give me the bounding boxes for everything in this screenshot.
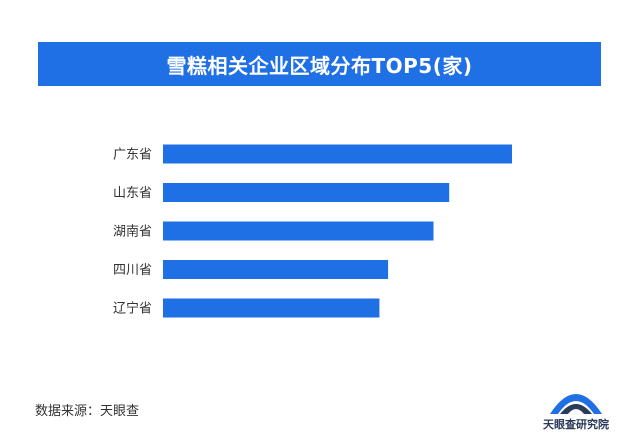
category-label-2: 山东省: [113, 186, 152, 201]
bar-1: [163, 144, 512, 164]
logo-arc-shape: [550, 394, 602, 414]
data-source-note: 数据来源：天眼查: [35, 404, 140, 419]
bar-5: [163, 298, 380, 318]
chart-title: 雪糕相关企业区域分布TOP5(家): [166, 53, 473, 78]
tianyancha-logo-icon: [550, 394, 602, 414]
bars-layer: [163, 144, 512, 318]
logo-inner-arc-shape: [560, 404, 592, 414]
bar-4: [163, 260, 389, 279]
category-label-3: 湖南省: [113, 224, 152, 240]
brand-logo: 天眼查研究院: [536, 380, 616, 435]
category-label-4: 四川省: [113, 263, 152, 278]
title-banner: 雪糕相关企业区域分布TOP5(家): [38, 42, 601, 86]
category-label-5: 辽宁省: [113, 301, 152, 317]
bar-3: [163, 221, 434, 241]
logo-text: 天眼查研究院: [543, 418, 609, 431]
category-label-1: 广东省: [113, 148, 152, 163]
bar-2: [163, 183, 450, 202]
